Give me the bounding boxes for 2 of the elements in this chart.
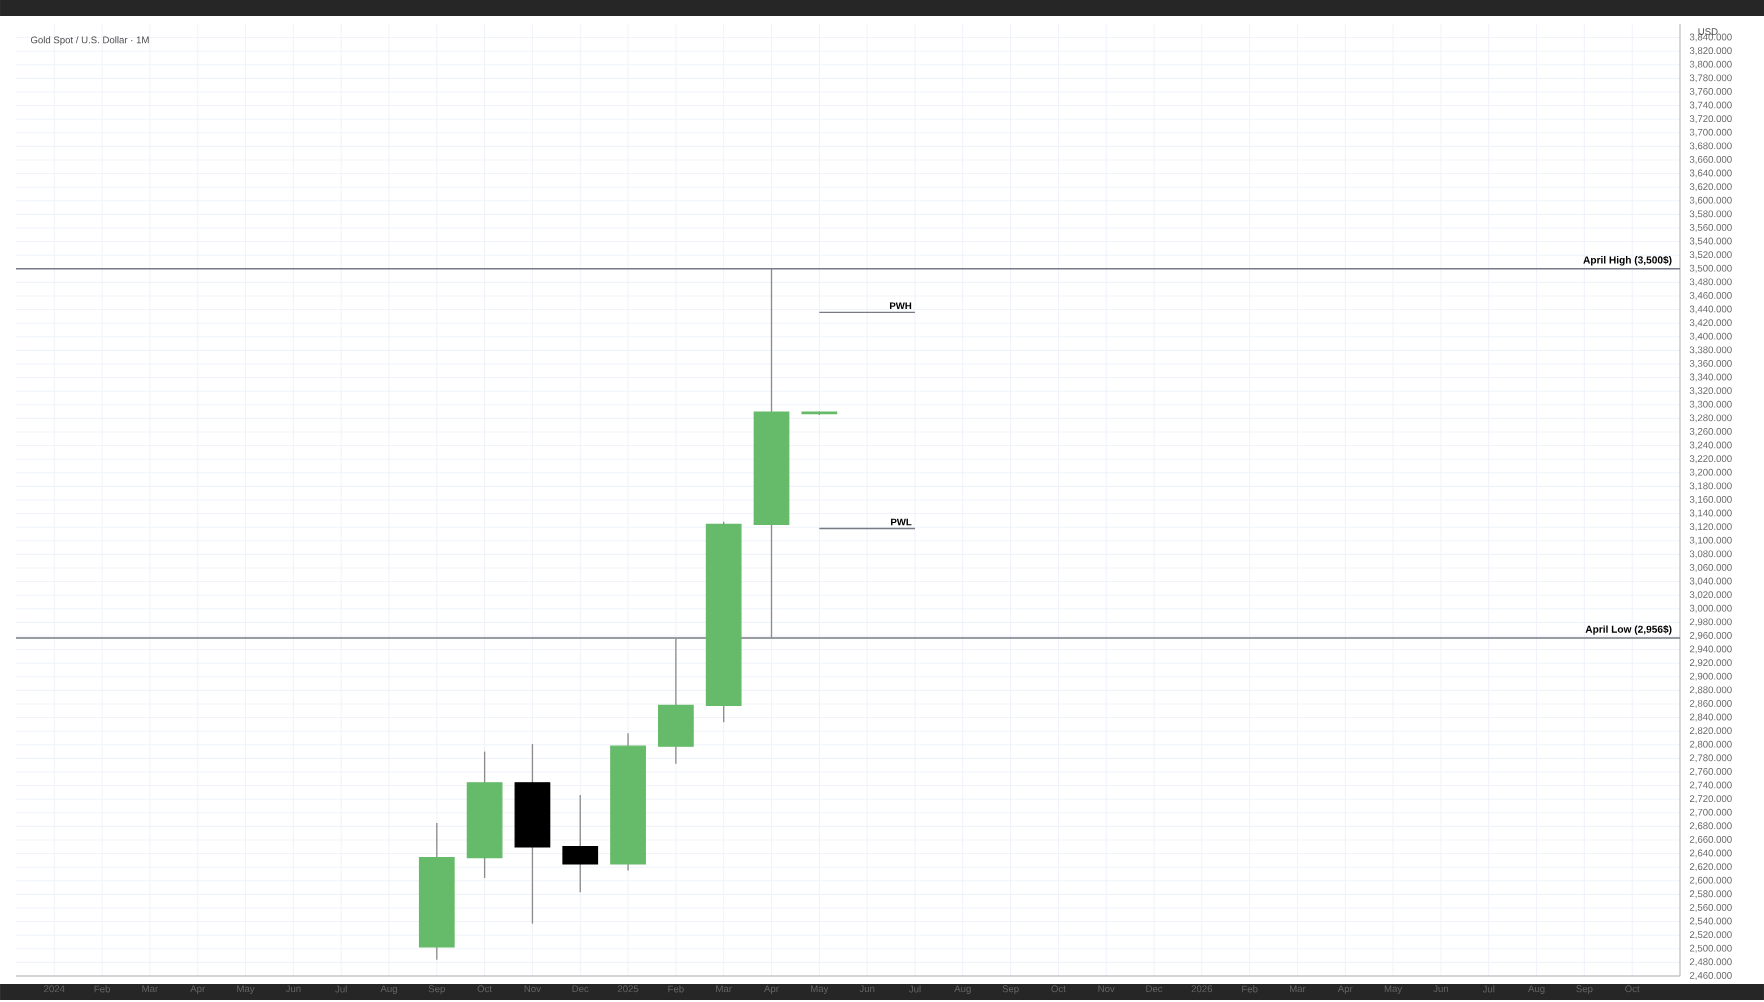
candlestick <box>657 637 694 765</box>
candlestick <box>562 793 599 893</box>
